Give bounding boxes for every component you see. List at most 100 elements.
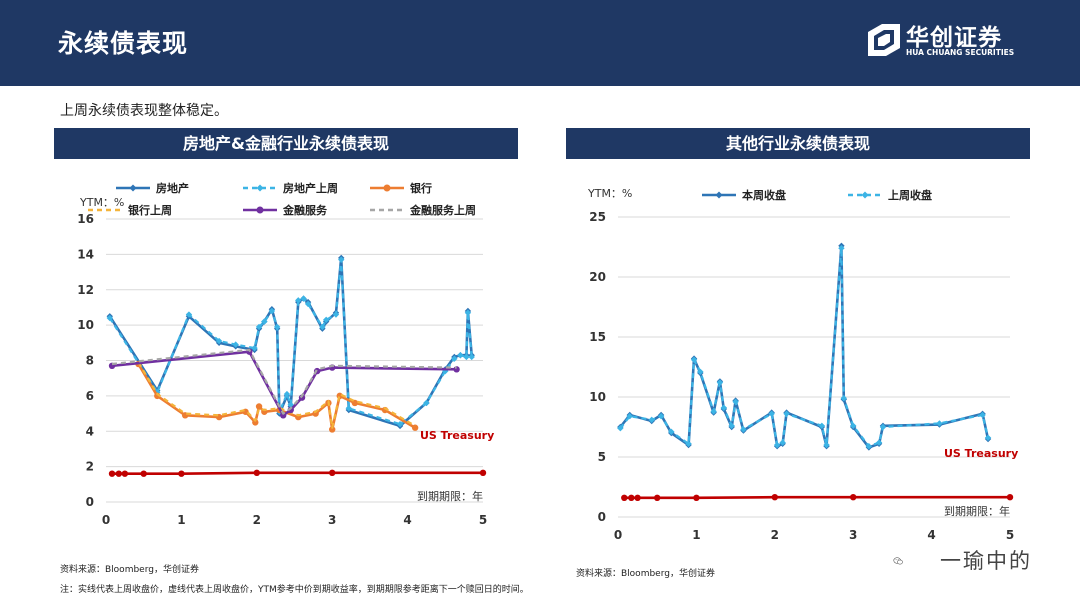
data-point: [319, 323, 326, 331]
data-point: [850, 422, 857, 429]
y-tick-label: 15: [589, 330, 606, 344]
data-point: [697, 368, 704, 375]
y-tick-label: 2: [86, 460, 94, 474]
data-point: [338, 256, 345, 263]
data-point: [457, 351, 464, 359]
data-point: [329, 426, 336, 433]
x-tick-label: 1: [692, 528, 700, 542]
data-point: [273, 323, 281, 331]
data-point: [634, 494, 641, 501]
data-point: [253, 469, 260, 477]
data-point: [850, 494, 857, 501]
x-axis-label: 到期期限：年: [417, 489, 483, 503]
data-point: [740, 426, 747, 433]
legend-marker: [129, 184, 137, 192]
data-point: [332, 311, 340, 318]
data-point: [720, 404, 728, 411]
annotation-label: US Treasury: [420, 429, 494, 442]
y-tick-label: 10: [77, 318, 94, 332]
data-point: [626, 413, 633, 420]
series-line: [111, 348, 457, 415]
y-tick-label: 6: [86, 389, 94, 403]
data-point: [818, 422, 826, 429]
data-point: [464, 309, 472, 316]
y-tick-label: 0: [598, 510, 606, 524]
x-tick-label: 0: [614, 528, 622, 542]
data-point: [121, 470, 129, 477]
brand-name-cn: 华创证券: [906, 25, 1002, 51]
data-point: [979, 411, 986, 419]
header-bar: 永续债表现 华创证券 HUA CHUANG SECURITIES: [0, 0, 1080, 86]
legend-marker: [861, 191, 869, 199]
y-tick-label: 4: [86, 424, 94, 438]
x-tick-label: 4: [927, 528, 935, 542]
data-point: [648, 416, 655, 423]
data-point: [300, 295, 307, 302]
data-point: [732, 398, 739, 405]
watermark-text: 一瑜中的: [940, 549, 1032, 573]
x-tick-label: 3: [849, 528, 857, 542]
data-point: [255, 323, 263, 331]
legend-marker: [715, 191, 723, 199]
data-point: [411, 424, 419, 431]
data-point: [232, 341, 239, 348]
x-tick-label: 3: [328, 513, 336, 527]
data-point: [108, 470, 116, 477]
data-point: [463, 353, 470, 361]
series-line: [619, 244, 990, 449]
data-point: [185, 311, 193, 318]
y-tick-label: 20: [589, 270, 606, 284]
data-point: [690, 356, 698, 363]
chart-right-title: 其他行业永续债表现: [566, 128, 1030, 159]
data-point: [329, 469, 336, 477]
data-point: [140, 470, 147, 477]
legend-marker: [383, 184, 391, 192]
data-point: [716, 379, 724, 386]
x-tick-label: 0: [102, 513, 110, 527]
data-point: [657, 413, 665, 420]
data-point: [261, 318, 268, 325]
data-point: [823, 441, 830, 449]
data-point: [693, 494, 700, 501]
data-point: [345, 405, 352, 412]
y-axis-label: YTM：%: [79, 196, 124, 209]
legend-marker: [256, 184, 264, 192]
x-tick-label: 5: [479, 513, 487, 527]
legend-label: 上周收盘: [888, 188, 932, 202]
data-point: [936, 420, 943, 427]
data-point: [617, 425, 624, 432]
legend-marker: [256, 206, 264, 214]
right-source-note: 资料来源：Bloomberg，华创证券: [576, 569, 715, 579]
data-point: [268, 307, 276, 315]
data-point: [875, 439, 883, 446]
x-tick-label: 4: [403, 513, 411, 527]
legend-label: 房地产上周: [283, 181, 338, 195]
data-point: [838, 245, 845, 252]
y-tick-label: 12: [77, 283, 94, 297]
page-title: 永续债表现: [58, 29, 189, 58]
x-tick-label: 1: [177, 513, 185, 527]
x-axis-label: 到期期限：年: [944, 504, 1010, 518]
legend-label: 银行: [410, 181, 432, 195]
data-point: [984, 434, 992, 441]
data-point: [783, 410, 790, 417]
series-line: [624, 495, 1010, 500]
data-point: [865, 443, 873, 450]
data-point: [468, 353, 475, 361]
annotation-label: US Treasury: [944, 447, 1018, 460]
data-point: [879, 423, 887, 431]
y-tick-label: 0: [86, 495, 94, 509]
data-point: [304, 300, 312, 308]
data-point: [115, 470, 123, 477]
data-point: [251, 344, 258, 352]
intro-text: 上周永续债表现整体稳定。: [60, 103, 228, 119]
data-point: [479, 469, 487, 477]
x-tick-label: 5: [1006, 528, 1014, 542]
footnote: 注：实线代表上周收盘价，虚线代表上周收盘价，YTM参考中价到期收益率，到期期限参…: [60, 585, 529, 595]
data-point: [451, 355, 458, 362]
data-point: [728, 422, 735, 429]
series-line: [137, 361, 416, 429]
data-point: [322, 316, 330, 324]
y-tick-label: 14: [77, 247, 94, 261]
